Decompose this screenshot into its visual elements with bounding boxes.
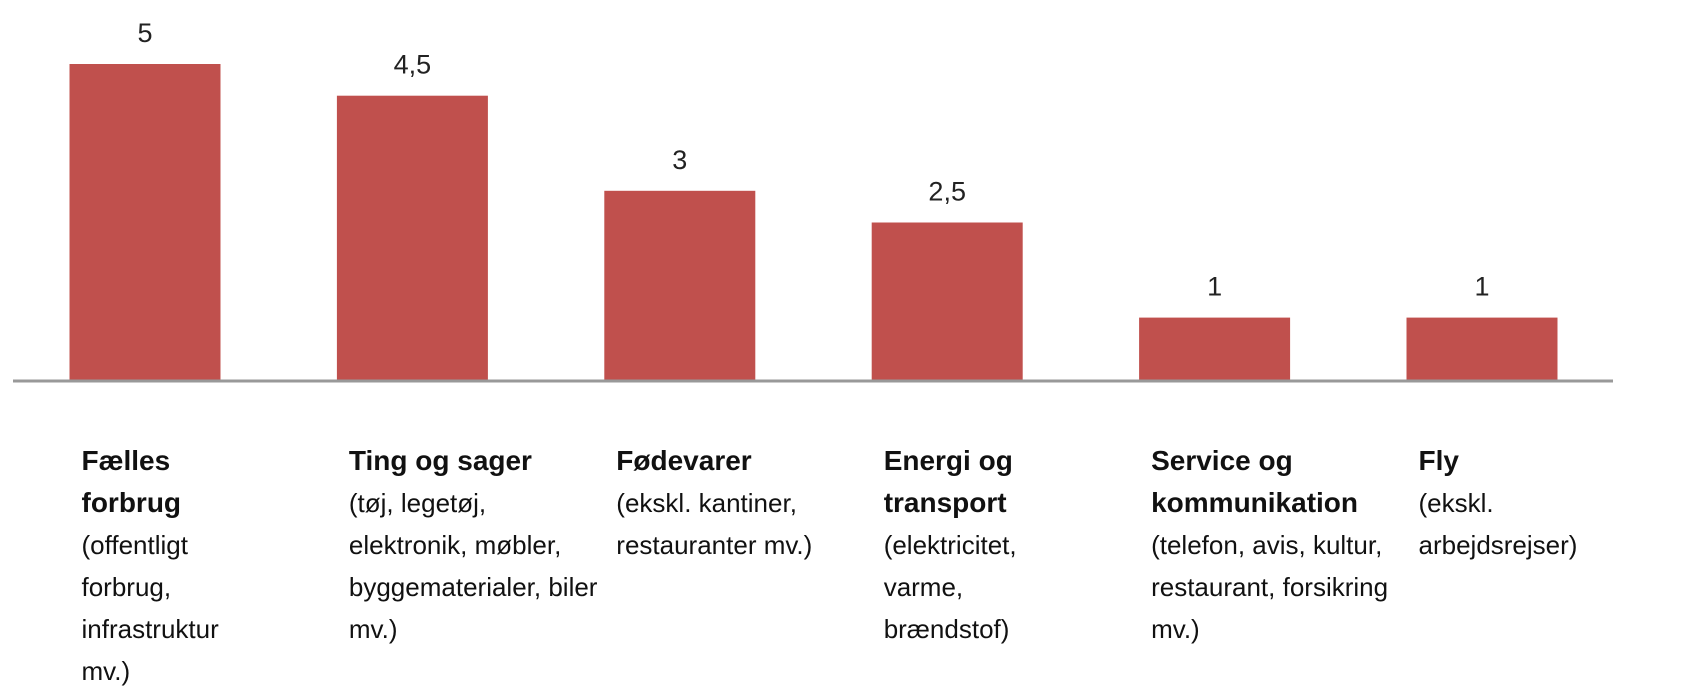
- category-note: (ekskl. arbejdsrejser): [1418, 488, 1578, 560]
- data-label: 5: [137, 18, 152, 48]
- category-name: Fælles forbrug: [81, 445, 182, 518]
- bar: [1139, 317, 1291, 381]
- category-label: Service og kommunikation (telefon, avis, …: [1151, 440, 1411, 650]
- category-label: Fødevarer (ekskl. kantiner, restauranter …: [616, 440, 846, 566]
- category-note: (elektricitet, varme, brændstof): [883, 530, 1017, 644]
- bar: [604, 190, 756, 381]
- category-note: (telefon, avis, kultur, restaurant, fors…: [1151, 530, 1389, 644]
- category-name: Fødevarer: [616, 445, 752, 476]
- bar: [871, 222, 1023, 381]
- bar: [336, 95, 488, 381]
- data-label: 1: [1474, 272, 1489, 302]
- category-label: Fælles forbrug (offentligt forbrug, infra…: [82, 440, 272, 689]
- category-name: Service og kommunikation: [1151, 445, 1359, 518]
- data-label: 3: [672, 145, 687, 175]
- category-label: Fly (ekskl. arbejdsrejser): [1419, 440, 1619, 566]
- category-note: (offentligt forbrug, infrastruktur mv.): [81, 530, 219, 686]
- category-name: Fly: [1418, 445, 1459, 476]
- category-name: Energi og transport: [883, 445, 1013, 518]
- category-label: Energi og transport (elektricitet, varme,…: [884, 440, 1074, 650]
- category-label: Ting og sager (tøj, legetøj, elektronik, …: [349, 440, 599, 650]
- bar: [1406, 317, 1558, 381]
- category-name: Ting og sager: [348, 445, 532, 476]
- bar: [69, 64, 221, 381]
- data-label: 4,5: [394, 50, 432, 80]
- category-note: (ekskl. kantiner, restauranter mv.): [616, 488, 813, 560]
- data-label: 2,5: [928, 177, 966, 207]
- data-label: 1: [1207, 272, 1222, 302]
- category-note: (tøj, legetøj, elektronik, møbler, bygge…: [348, 488, 598, 644]
